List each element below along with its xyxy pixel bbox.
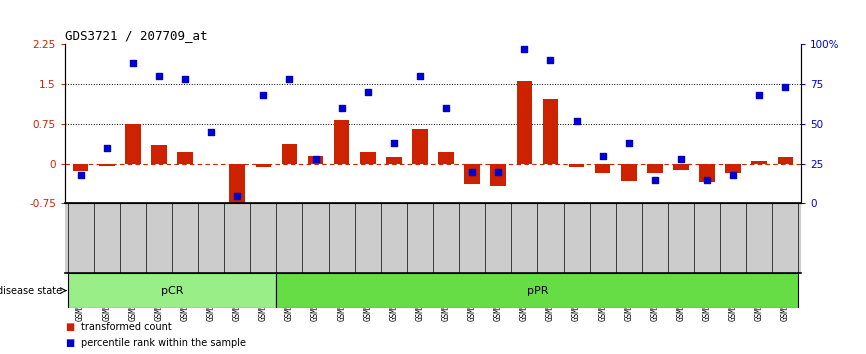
Bar — [412, 129, 428, 164]
Point — [727, 172, 740, 178]
Bar — [490, 164, 506, 186]
Text: transformed count: transformed count — [81, 322, 171, 332]
Bar — [281, 143, 297, 164]
Bar — [255, 164, 271, 167]
Point — [100, 145, 113, 150]
Point — [753, 92, 766, 98]
Bar — [151, 145, 167, 164]
Point — [74, 172, 87, 178]
Text: ■: ■ — [65, 338, 74, 348]
Bar — [647, 164, 662, 173]
Point — [335, 105, 349, 111]
Bar — [621, 164, 637, 181]
Point — [178, 76, 192, 82]
Bar — [778, 157, 793, 164]
Bar — [360, 152, 376, 164]
Bar — [386, 157, 402, 164]
Point — [700, 177, 714, 182]
Bar — [333, 120, 350, 164]
Text: pPR: pPR — [527, 286, 548, 296]
Point — [230, 193, 244, 198]
Text: pCR: pCR — [161, 286, 184, 296]
Point — [570, 118, 584, 124]
Point — [596, 153, 610, 159]
Bar — [543, 99, 559, 164]
Bar — [68, 273, 276, 308]
Bar — [307, 156, 323, 164]
Point — [779, 84, 792, 90]
Bar — [229, 164, 245, 205]
Bar — [464, 164, 480, 184]
Point — [387, 140, 401, 146]
Bar — [752, 161, 767, 164]
Bar — [699, 164, 715, 182]
Bar — [73, 164, 88, 171]
Point — [152, 73, 166, 79]
Text: disease state: disease state — [0, 286, 62, 296]
Text: ■: ■ — [65, 322, 74, 332]
Point — [413, 73, 427, 79]
Point — [126, 61, 139, 66]
Text: GDS3721 / 207709_at: GDS3721 / 207709_at — [65, 29, 208, 42]
Bar — [276, 273, 798, 308]
Bar — [178, 152, 193, 164]
Point — [308, 156, 322, 162]
Point — [204, 129, 218, 135]
Bar — [438, 152, 454, 164]
Bar — [125, 124, 140, 164]
Point — [491, 169, 505, 175]
Point — [517, 46, 531, 52]
Bar — [673, 164, 688, 170]
Point — [361, 89, 375, 95]
Bar — [726, 164, 741, 173]
Bar — [516, 81, 533, 164]
Point — [439, 105, 453, 111]
Point — [622, 140, 636, 146]
Bar — [569, 164, 585, 167]
Point — [282, 76, 296, 82]
Point — [544, 57, 558, 63]
Point — [465, 169, 479, 175]
Bar — [99, 164, 114, 166]
Text: percentile rank within the sample: percentile rank within the sample — [81, 338, 246, 348]
Point — [648, 177, 662, 182]
Point — [256, 92, 270, 98]
Point — [674, 156, 688, 162]
Bar — [595, 164, 611, 173]
